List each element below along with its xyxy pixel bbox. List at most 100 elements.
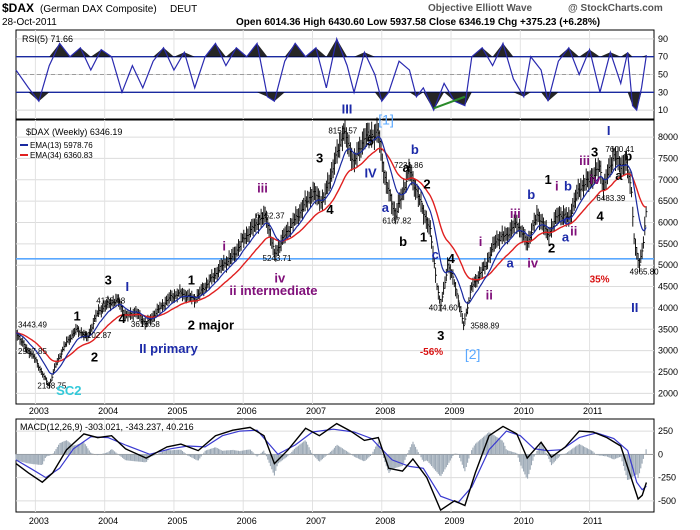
wave-label: [1]	[378, 111, 394, 127]
chart-ohlc: Open 6014.36 High 6430.60 Low 5937.58 Cl…	[236, 17, 600, 28]
wave-label: 6483.39	[596, 194, 625, 203]
wave-label: 5	[367, 134, 374, 149]
x-tick-label: 2011	[583, 406, 602, 416]
x-tick-label: 2005	[167, 406, 187, 416]
wave-label: -56%	[420, 347, 443, 358]
ema13-line	[15, 136, 647, 375]
chart-source: Objective Elliott Wave	[428, 3, 533, 14]
wave-label: 35%	[590, 274, 610, 285]
price-y-tick: 7000	[658, 175, 678, 185]
x-tick-label: 2010	[514, 516, 534, 526]
wave-label: 2987.85	[18, 347, 47, 356]
wave-label: 3443.49	[18, 321, 47, 330]
price-y-tick: 3500	[658, 324, 678, 334]
wave-label: 3618.58	[131, 320, 160, 329]
wave-label: c	[563, 213, 570, 228]
wave-label: 3	[316, 151, 323, 166]
wave-label: 4	[119, 311, 127, 326]
wave-label: a	[382, 200, 390, 215]
wave-label: SC2	[56, 383, 81, 398]
wave-label: 5243.71	[263, 254, 292, 263]
wave-label: 7600.41	[605, 145, 634, 154]
price-panel	[15, 119, 655, 405]
wave-label: iv	[527, 255, 539, 270]
rsi-overbought-fill	[16, 38, 647, 57]
macd-y-tick: -500	[658, 496, 676, 506]
rsi-line	[15, 36, 647, 112]
chart-copyright: @ StockCharts.com	[568, 3, 663, 14]
x-tick-label: 2008	[375, 516, 395, 526]
chart-exchange: DEUT	[170, 4, 197, 15]
ema13-legend: EMA(13) 5978.76	[30, 141, 93, 150]
price-y-tick: 8000	[658, 132, 678, 142]
wave-label: iii	[257, 181, 268, 196]
wave-label: b	[411, 142, 419, 157]
wave-label: 2 major	[188, 317, 234, 332]
x-tick-label: 2009	[444, 516, 464, 526]
ema34-line	[15, 147, 647, 363]
x-tick-label: 2010	[514, 406, 534, 416]
wave-label: a	[403, 160, 411, 175]
rsi-y-tick: 70	[658, 52, 668, 62]
chart-date: 28-Oct-2011	[2, 17, 57, 28]
price-y-tick: 7500	[658, 153, 678, 163]
wave-label: 4	[326, 202, 334, 217]
price-y-tick: 6500	[658, 196, 678, 206]
wave-label: b	[399, 234, 407, 249]
x-tick-label: 2006	[237, 516, 257, 526]
wave-label: 6162.37	[256, 212, 285, 221]
wave-label: b	[564, 178, 572, 193]
wave-label: 6167.82	[382, 216, 411, 225]
rsi-legend: RSI(5) 71.66	[22, 34, 73, 44]
rsi-y-tick: 50	[658, 70, 668, 80]
price-y-tick: 2000	[658, 388, 678, 398]
wave-label: iii	[579, 153, 590, 168]
macd-line	[15, 422, 648, 512]
rsi-divergence-line	[433, 95, 466, 110]
x-tick-label: 2005	[167, 516, 187, 526]
wave-label: 2	[423, 176, 430, 191]
price-y-tick: 5000	[658, 260, 678, 270]
x-tick-label: 2004	[98, 406, 118, 416]
wave-label: a	[506, 255, 514, 270]
wave-label: 4	[597, 208, 605, 223]
wave-label: b	[624, 149, 632, 164]
x-tick-label: 2003	[29, 516, 49, 526]
wave-label: b	[527, 187, 535, 202]
wave-label: i	[479, 234, 483, 249]
wave-label: 3	[591, 144, 598, 159]
wave-label: [2]	[465, 346, 481, 362]
wave-label: 7231.86	[394, 161, 423, 170]
wave-label: 2	[91, 349, 98, 364]
price-y-tick: 4500	[658, 282, 678, 292]
wave-label: iv	[274, 270, 286, 285]
wave-label: 3588.89	[470, 322, 499, 331]
wave-label: I	[125, 279, 129, 294]
x-tick-label: 2011	[583, 516, 602, 526]
price-y-tick: 2500	[658, 367, 678, 377]
x-tick-label: 2009	[444, 406, 464, 416]
wave-label: 4	[448, 251, 456, 266]
price-y-tick: 6000	[658, 217, 678, 227]
wave-label: 4014.60	[429, 303, 458, 312]
wave-label: ii	[570, 223, 577, 238]
wave-label: 1	[545, 172, 552, 187]
wave-label: 2	[548, 240, 555, 255]
wave-label: iii	[510, 206, 521, 221]
macd-histogram	[15, 432, 647, 480]
wave-label: c	[432, 247, 439, 262]
wave-label: a	[562, 230, 570, 245]
wave-label: i	[222, 238, 226, 253]
wave-label: 1	[420, 230, 427, 245]
wave-label: ii intermediate	[229, 283, 317, 298]
rsi-y-tick: 10	[658, 105, 668, 115]
rsi-y-tick: 30	[658, 87, 668, 97]
wave-label: 4965.80	[630, 268, 659, 277]
wave-label: 2188.75	[37, 381, 66, 390]
x-tick-label: 2007	[306, 406, 326, 416]
wave-label: 8151.57	[328, 127, 357, 136]
wave-label: ii	[486, 287, 493, 302]
wave-label: a	[615, 168, 623, 183]
x-tick-label: 2006	[237, 406, 257, 416]
